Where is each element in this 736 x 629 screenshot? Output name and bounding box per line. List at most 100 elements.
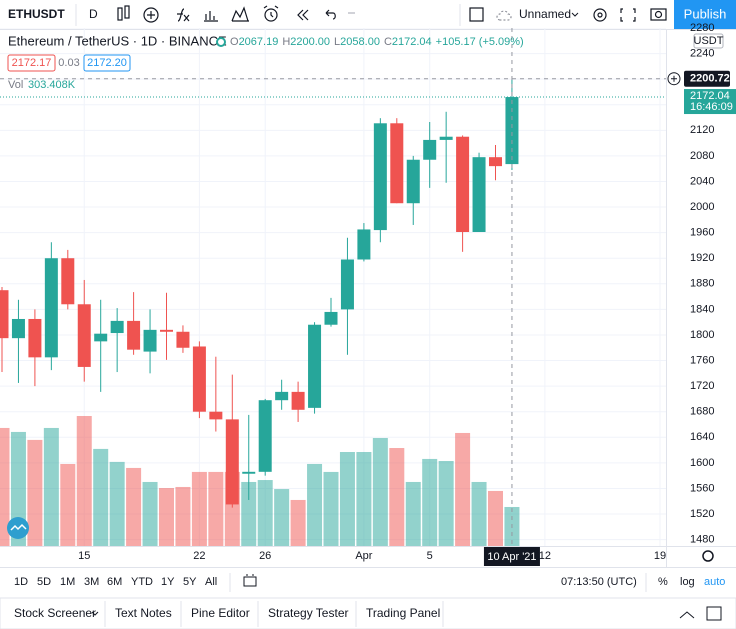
volume-bar <box>241 481 257 546</box>
tab-chevron <box>91 611 99 616</box>
layout-name[interactable]: Unnamed <box>519 7 571 21</box>
date-range-icon[interactable] <box>243 574 257 587</box>
volume-bar <box>109 461 125 546</box>
volume-bar <box>307 463 323 546</box>
ohlc-key: H <box>282 36 290 48</box>
candle-body <box>110 320 124 334</box>
bottom-tab[interactable]: Text Notes <box>115 606 172 620</box>
volume-bar <box>208 471 224 546</box>
volume-bar <box>389 448 405 546</box>
auto-toggle[interactable]: auto <box>704 576 725 588</box>
unit-box <box>693 33 724 49</box>
crosshair-time-label: 10 Apr '21 <box>487 551 536 563</box>
cloud-icon <box>496 10 512 21</box>
volume-name: Vol <box>8 79 23 91</box>
candle-body <box>225 419 239 505</box>
y-tick-label: 2240 <box>690 47 714 59</box>
range-button[interactable]: 5D <box>37 576 51 588</box>
percent-toggle[interactable]: % <box>658 576 668 588</box>
maximize-icon[interactable] <box>706 606 722 621</box>
y-tick-label: 1680 <box>690 406 714 418</box>
bid: 2172.17 <box>12 57 52 69</box>
volume-bar <box>405 481 421 546</box>
y-tick-label: 1880 <box>690 278 714 290</box>
candle-body <box>456 136 470 233</box>
candle-body <box>308 324 322 408</box>
grid <box>0 28 666 546</box>
ohlc-value: 2172.04 <box>392 36 432 48</box>
volume-bar <box>10 431 26 546</box>
volume-bar <box>0 427 10 546</box>
y-tick-label: 2280 <box>690 22 714 34</box>
ohlc-value: 2200.00 <box>290 36 330 48</box>
candle-body <box>357 229 371 260</box>
candle-body <box>489 157 502 167</box>
y-tick-label: 2080 <box>690 150 714 162</box>
volume-bar <box>488 490 503 546</box>
last-price-marker <box>684 89 736 115</box>
countdown: 16:46:09 <box>690 101 733 113</box>
volume-bar <box>257 480 273 546</box>
ask-box <box>83 54 131 72</box>
candle-body <box>94 333 108 342</box>
candle-body <box>275 391 289 401</box>
range-button[interactable]: YTD <box>131 576 153 588</box>
y-tick-label: 1800 <box>690 329 714 341</box>
range-button[interactable]: All <box>205 576 217 588</box>
symbol[interactable]: ETHUSDT <box>8 7 65 21</box>
x-tick-label: 5 <box>427 550 433 562</box>
collapse-icon[interactable] <box>679 611 695 619</box>
crosshair-price-marker <box>684 70 730 87</box>
volume-bar <box>142 481 158 546</box>
candle-body <box>143 329 157 352</box>
x-tick-label: 22 <box>193 550 205 562</box>
volume-bar <box>372 437 388 546</box>
volume-bar <box>43 427 59 546</box>
market-status <box>216 37 226 47</box>
range-button[interactable]: 1Y <box>161 576 175 588</box>
bottom-tab[interactable]: Strategy Tester <box>268 606 348 620</box>
candle-body <box>77 304 91 367</box>
bottom-tab[interactable]: Pine Editor <box>191 606 250 620</box>
candle-body <box>472 157 486 233</box>
interval[interactable]: D <box>89 7 98 21</box>
ohlc-legend: O2067.19 H2200.00 L2058.00 C2172.04 +105.17 … <box>230 36 524 48</box>
volume-bar <box>126 467 142 546</box>
y-tick-label: 1920 <box>690 252 714 264</box>
clock: 07:13:50 (UTC) <box>561 576 637 588</box>
range-button[interactable]: 6M <box>107 576 122 588</box>
ohlc-value: 2067.19 <box>239 36 279 48</box>
bottom-tab[interactable]: Trading Panel <box>366 606 440 620</box>
range-button[interactable]: 5Y <box>183 576 197 588</box>
crosshair-time-marker <box>483 547 540 566</box>
toolbar-icons[interactable] <box>117 5 667 23</box>
publish-label[interactable]: Publish <box>684 6 727 21</box>
y-tick-label: 1720 <box>690 380 714 392</box>
candle-body <box>176 331 190 348</box>
ohlc-value: 2058.00 <box>340 36 380 48</box>
volume-bar <box>191 471 207 546</box>
candle-body <box>11 318 25 339</box>
candle-body <box>160 329 173 332</box>
log-toggle[interactable]: log <box>680 576 695 588</box>
candle-body <box>324 311 338 325</box>
y-tick-label: 2120 <box>690 124 714 136</box>
candle-body <box>258 400 272 472</box>
range-button[interactable]: 1D <box>14 576 28 588</box>
range-button[interactable]: 1M <box>60 576 75 588</box>
y-tick-label: 2040 <box>690 175 714 187</box>
spread: 0.03 <box>58 57 79 69</box>
volume-bar <box>290 499 306 546</box>
settings-icon[interactable] <box>702 550 714 562</box>
publish-button[interactable] <box>674 0 736 29</box>
y-tick-label: 2000 <box>690 201 714 213</box>
bottom-tab[interactable]: Stock Screener <box>14 606 96 620</box>
range-button[interactable]: 3M <box>84 576 99 588</box>
volume-bar <box>323 471 339 546</box>
candle-body <box>423 139 437 160</box>
candle-body <box>373 123 387 231</box>
candle-body <box>505 97 519 165</box>
candle-body <box>192 346 206 412</box>
candle-body <box>406 159 420 204</box>
y-tick-label: 1600 <box>690 457 714 469</box>
